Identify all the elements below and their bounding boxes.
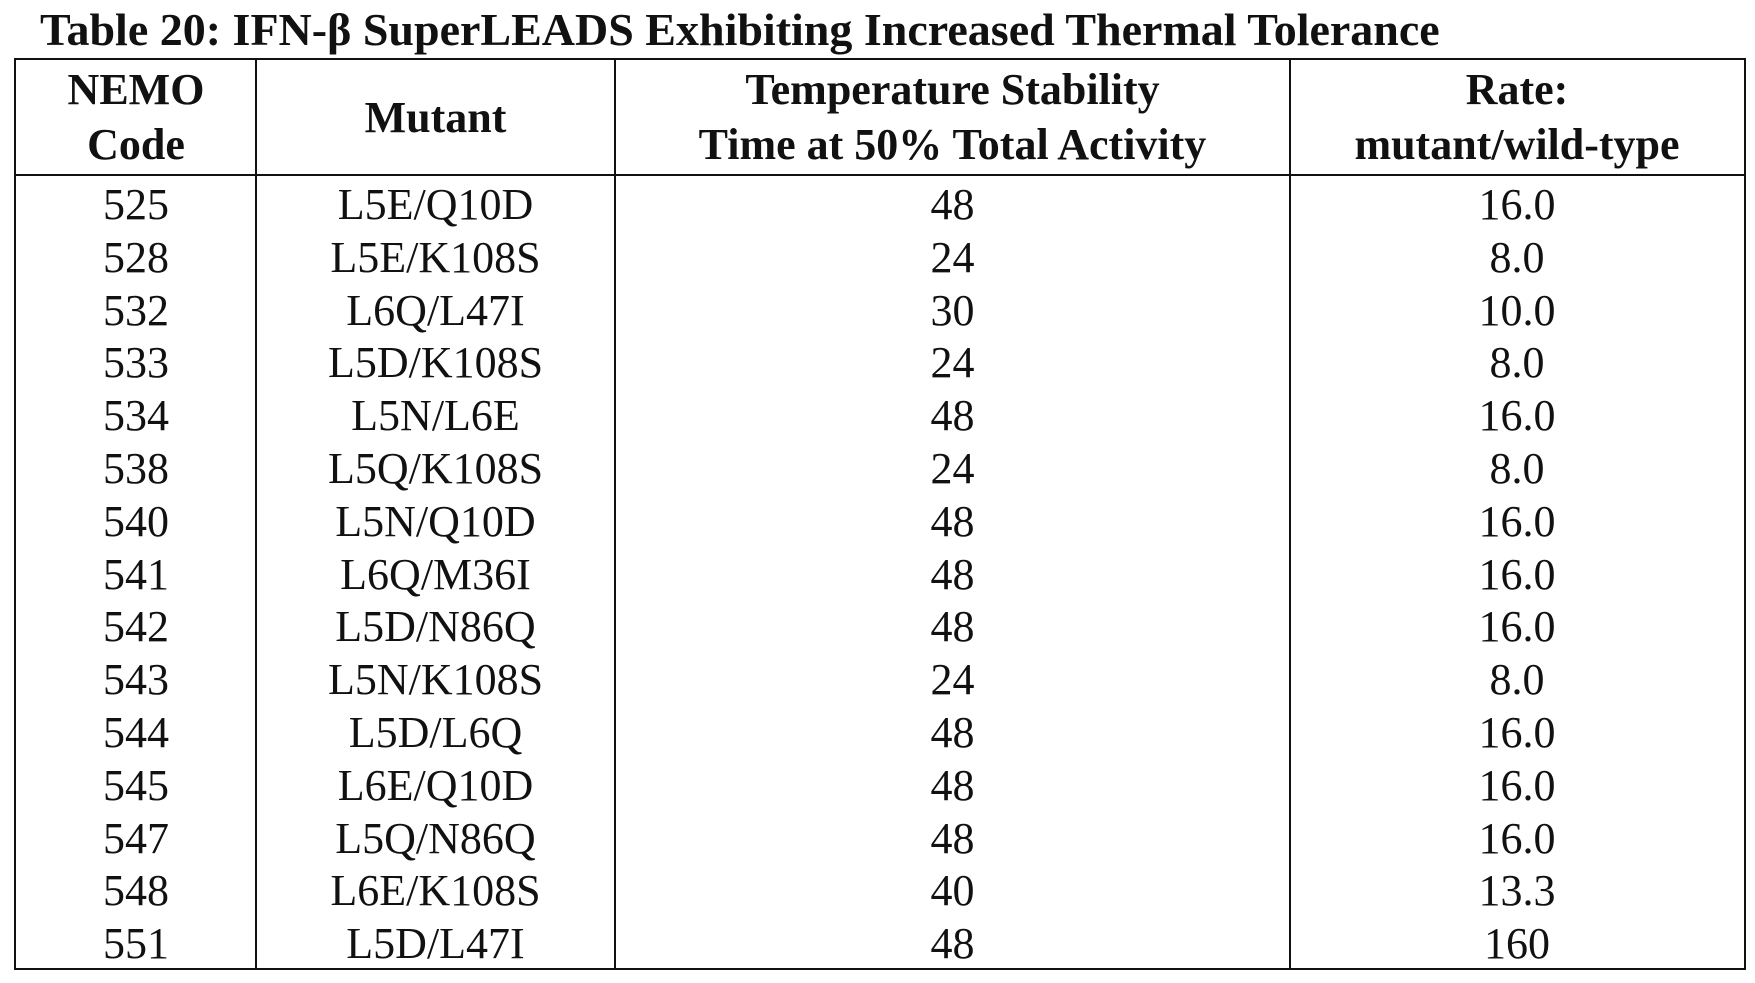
- header-line: Mutant: [365, 90, 507, 145]
- table-cell: L5E/K108S: [256, 231, 615, 284]
- table-cell: 8.0: [1290, 231, 1744, 284]
- table-cell: 48: [615, 759, 1290, 812]
- table-title: Table 20: IFN-β SuperLEADS Exhibiting In…: [40, 4, 1440, 56]
- table-cell: L5E/Q10D: [256, 178, 615, 231]
- table-cell: 551: [16, 917, 256, 970]
- table-cell: L5N/L6E: [256, 389, 615, 442]
- table-cell: 548: [16, 864, 256, 917]
- table-cell: 528: [16, 231, 256, 284]
- table-cell: 48: [615, 812, 1290, 865]
- table-cell: 16.0: [1290, 759, 1744, 812]
- table-cell: 48: [615, 600, 1290, 653]
- table-cell: 48: [615, 495, 1290, 548]
- header-line: mutant/wild-type: [1354, 117, 1679, 172]
- table-cell: 545: [16, 759, 256, 812]
- table-cell: 48: [615, 917, 1290, 970]
- table-cell: 16.0: [1290, 495, 1744, 548]
- header-line: Time at 50% Total Activity: [699, 117, 1207, 172]
- table-cell: L5Q/K108S: [256, 442, 615, 495]
- table-cell: 24: [615, 336, 1290, 389]
- table-cell: L6E/Q10D: [256, 759, 615, 812]
- table: NEMOCode Mutant Temperature StabilityTime …: [14, 58, 1746, 970]
- table-cell: 547: [16, 812, 256, 865]
- table-cell: L6Q/M36I: [256, 548, 615, 601]
- table-cell: 48: [615, 178, 1290, 231]
- table-cell: 538: [16, 442, 256, 495]
- table-cell: 24: [615, 231, 1290, 284]
- table-cell: 13.3: [1290, 864, 1744, 917]
- table-cell: 533: [16, 336, 256, 389]
- header-cell: NEMOCode: [16, 60, 256, 174]
- table-cell: 160: [1290, 917, 1744, 970]
- table-cell: L6E/K108S: [256, 864, 615, 917]
- header-line: Rate:: [1466, 62, 1569, 117]
- table-cell: 24: [615, 653, 1290, 706]
- table-cell: 40: [615, 864, 1290, 917]
- header-cell: Rate:mutant/wild-type: [1290, 60, 1744, 174]
- table-cell: 30: [615, 284, 1290, 337]
- header-cell: Mutant: [256, 60, 615, 174]
- table-cell: 532: [16, 284, 256, 337]
- table-cell: 8.0: [1290, 336, 1744, 389]
- header-border: [16, 174, 1744, 176]
- table-cell: 540: [16, 495, 256, 548]
- table-cell: 8.0: [1290, 653, 1744, 706]
- header-line: Temperature Stability: [745, 62, 1159, 117]
- table-cell: L5D/L6Q: [256, 706, 615, 759]
- table-cell: L5D/L47I: [256, 917, 615, 970]
- table-cell: 10.0: [1290, 284, 1744, 337]
- table-cell: 48: [615, 706, 1290, 759]
- table-cell: 16.0: [1290, 548, 1744, 601]
- table-cell: 48: [615, 548, 1290, 601]
- table-cell: 16.0: [1290, 178, 1744, 231]
- table-cell: 544: [16, 706, 256, 759]
- table-cell: 542: [16, 600, 256, 653]
- table-cell: 543: [16, 653, 256, 706]
- table-cell: L5D/K108S: [256, 336, 615, 389]
- table-cell: 16.0: [1290, 389, 1744, 442]
- table-cell: 24: [615, 442, 1290, 495]
- table-cell: L6Q/L47I: [256, 284, 615, 337]
- header-line: Code: [87, 117, 185, 172]
- table-cell: 541: [16, 548, 256, 601]
- header-cell: Temperature StabilityTime at 50% Total A…: [615, 60, 1290, 174]
- table-cell: 48: [615, 389, 1290, 442]
- table-cell: 525: [16, 178, 256, 231]
- table-cell: 8.0: [1290, 442, 1744, 495]
- table-cell: 534: [16, 389, 256, 442]
- table-cell: 16.0: [1290, 706, 1744, 759]
- table-cell: L5D/N86Q: [256, 600, 615, 653]
- table-cell: L5N/Q10D: [256, 495, 615, 548]
- table-cell: L5Q/N86Q: [256, 812, 615, 865]
- table-cell: L5N/K108S: [256, 653, 615, 706]
- table-cell: 16.0: [1290, 600, 1744, 653]
- table-cell: 16.0: [1290, 812, 1744, 865]
- header-line: NEMO: [68, 62, 205, 117]
